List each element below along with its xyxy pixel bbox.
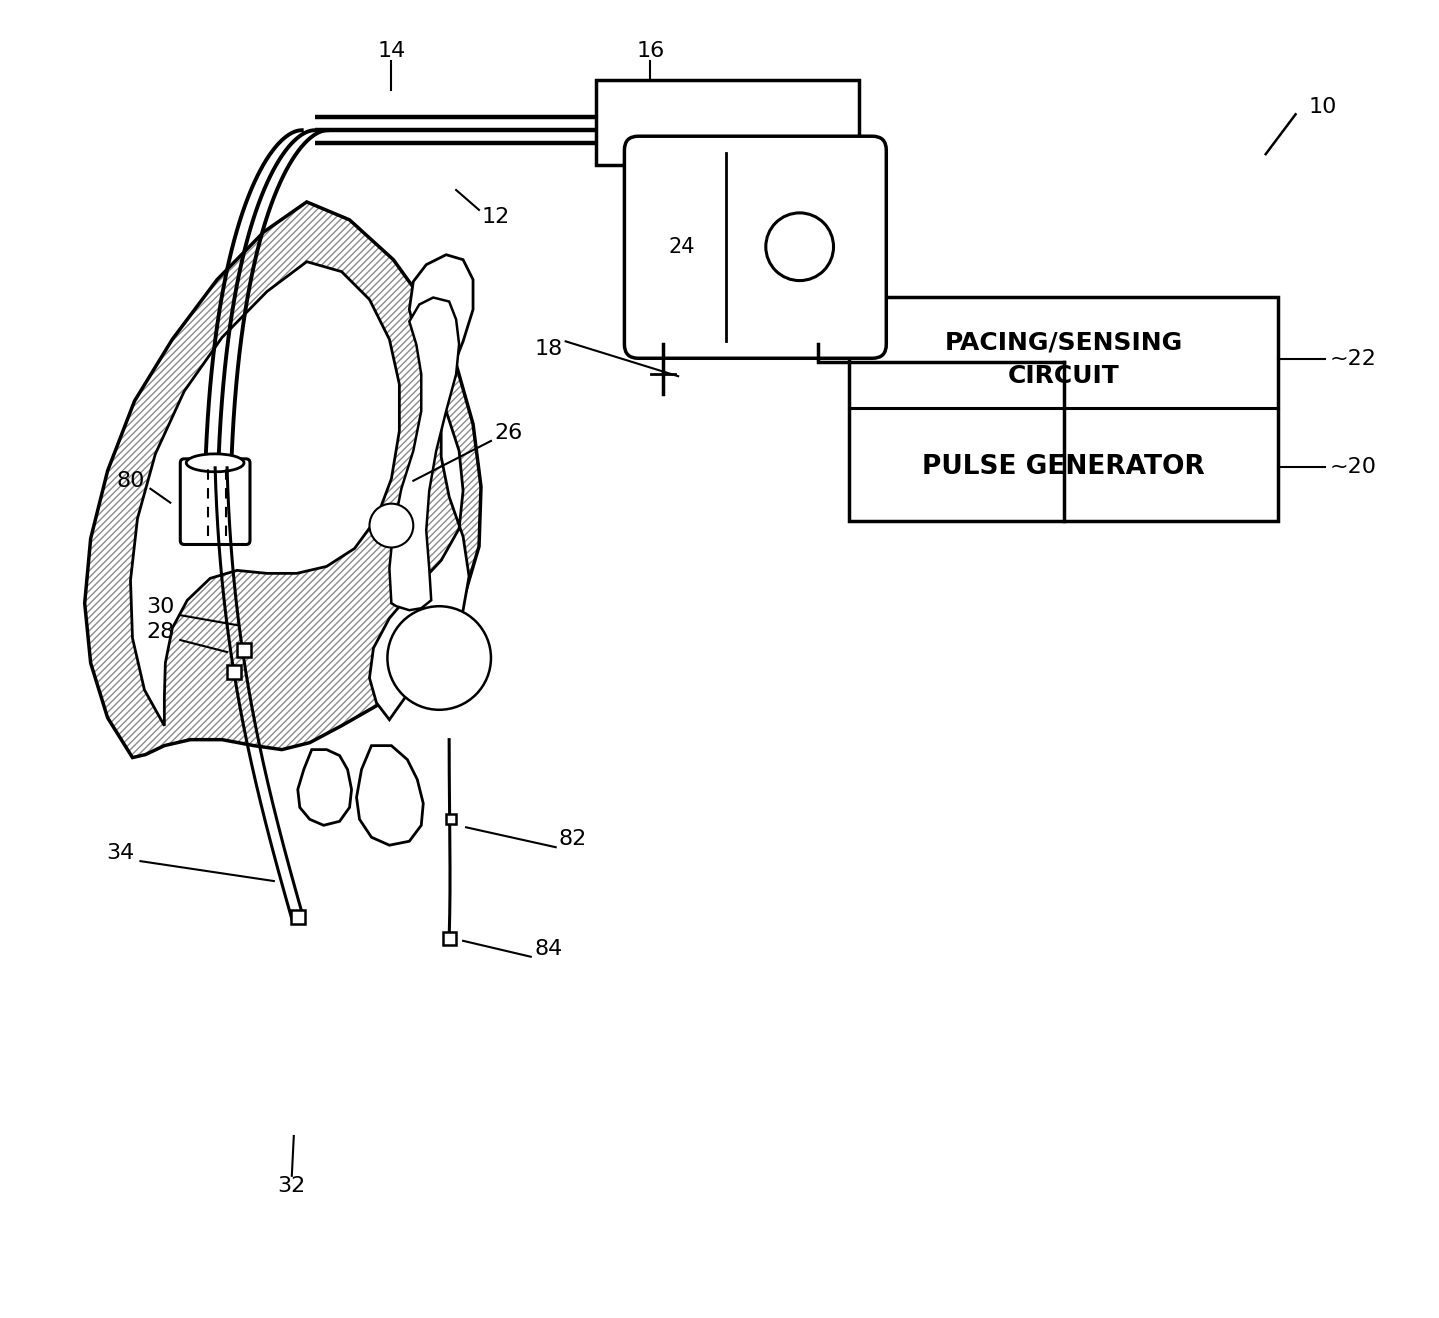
Circle shape (387, 606, 491, 710)
Bar (849, 297, 1278, 521)
Text: 12: 12 (482, 207, 509, 227)
Polygon shape (298, 750, 351, 825)
Polygon shape (446, 815, 456, 824)
Polygon shape (131, 262, 400, 726)
Bar (443, 932, 456, 945)
Text: 10: 10 (1308, 98, 1337, 117)
FancyBboxPatch shape (180, 459, 250, 544)
Text: ~22: ~22 (1330, 349, 1376, 369)
Text: 84: 84 (535, 938, 563, 958)
Ellipse shape (186, 453, 245, 472)
Text: ~20: ~20 (1330, 457, 1377, 477)
Polygon shape (357, 746, 423, 845)
Text: 80: 80 (117, 471, 145, 490)
Text: 30: 30 (147, 597, 174, 617)
Text: 16: 16 (636, 41, 665, 61)
FancyBboxPatch shape (625, 136, 886, 358)
Polygon shape (370, 254, 473, 720)
Text: PULSE GENERATOR: PULSE GENERATOR (922, 453, 1204, 480)
Circle shape (766, 214, 833, 281)
Bar (291, 909, 305, 924)
Bar (596, 80, 859, 165)
Text: 18: 18 (535, 339, 563, 360)
Text: 82: 82 (558, 829, 587, 849)
Polygon shape (85, 202, 481, 758)
Polygon shape (390, 298, 459, 610)
Text: 26: 26 (495, 423, 522, 443)
Text: 14: 14 (377, 41, 406, 61)
Bar (237, 643, 250, 656)
Text: 32: 32 (278, 1176, 307, 1195)
Circle shape (370, 503, 413, 547)
Text: PACING/SENSING
CIRCUIT: PACING/SENSING CIRCUIT (944, 331, 1183, 387)
Bar (227, 666, 240, 679)
Text: 34: 34 (106, 844, 135, 863)
Text: 24: 24 (669, 237, 695, 257)
Text: 28: 28 (147, 622, 174, 642)
